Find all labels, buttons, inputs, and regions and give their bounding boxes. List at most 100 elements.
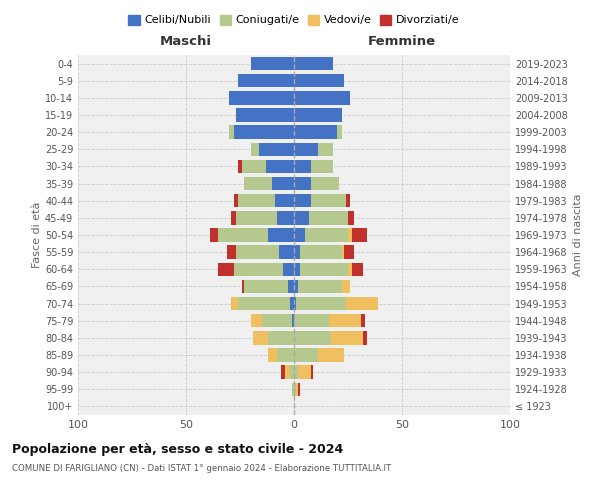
Bar	[298, 382, 301, 396]
Bar	[229, 91, 294, 104]
Bar	[348, 228, 352, 241]
Bar	[290, 366, 294, 379]
Bar	[294, 57, 333, 70]
Bar	[294, 297, 296, 310]
Bar	[286, 366, 290, 379]
Y-axis label: Fasce di età: Fasce di età	[32, 202, 42, 268]
Bar	[236, 211, 277, 224]
Bar	[238, 74, 294, 88]
Bar	[352, 228, 367, 241]
Text: Popolazione per età, sesso e stato civile - 2024: Popolazione per età, sesso e stato civil…	[12, 442, 343, 456]
Bar	[259, 142, 294, 156]
Bar	[294, 314, 329, 328]
Bar	[298, 366, 311, 379]
Bar	[329, 314, 361, 328]
Bar	[363, 331, 367, 344]
Bar	[251, 142, 259, 156]
Bar	[346, 194, 350, 207]
Bar	[361, 314, 365, 328]
Bar	[294, 91, 350, 104]
Bar	[210, 228, 218, 241]
Bar	[294, 348, 318, 362]
Bar	[348, 262, 352, 276]
Bar	[275, 194, 294, 207]
Bar	[331, 331, 363, 344]
Bar	[233, 126, 294, 139]
Bar	[294, 331, 331, 344]
Bar	[309, 211, 348, 224]
Bar	[294, 177, 311, 190]
Bar	[294, 262, 301, 276]
Bar	[311, 194, 346, 207]
Bar	[294, 246, 301, 259]
Bar	[294, 366, 298, 379]
Bar	[244, 280, 287, 293]
Bar	[232, 211, 236, 224]
Text: Femmine: Femmine	[368, 35, 436, 48]
Bar	[233, 194, 238, 207]
Text: COMUNE DI FARIGLIANO (CN) - Dati ISTAT 1° gennaio 2024 - Elaborazione TUTTITALIA: COMUNE DI FARIGLIANO (CN) - Dati ISTAT 1…	[12, 464, 391, 473]
Bar	[232, 297, 238, 310]
Bar	[233, 262, 283, 276]
Bar	[344, 246, 355, 259]
Bar	[266, 160, 294, 173]
Bar	[296, 297, 346, 310]
Bar	[352, 262, 363, 276]
Bar	[279, 246, 294, 259]
Bar	[272, 177, 294, 190]
Bar	[242, 160, 266, 173]
Bar	[294, 382, 296, 396]
Bar	[294, 160, 311, 173]
Bar	[287, 280, 294, 293]
Bar	[305, 228, 348, 241]
Bar	[238, 160, 242, 173]
Bar	[292, 382, 294, 396]
Bar	[311, 160, 333, 173]
Bar	[268, 228, 294, 241]
Bar	[341, 280, 350, 293]
Bar	[318, 142, 333, 156]
Bar	[294, 108, 341, 122]
Bar	[294, 126, 337, 139]
Bar	[236, 108, 294, 122]
Bar	[268, 331, 294, 344]
Bar	[294, 194, 311, 207]
Legend: Celibi/Nubili, Coniugati/e, Vedovi/e, Divorziati/e: Celibi/Nubili, Coniugati/e, Vedovi/e, Di…	[124, 10, 464, 30]
Bar	[294, 280, 298, 293]
Bar	[318, 348, 344, 362]
Bar	[238, 297, 290, 310]
Bar	[301, 246, 341, 259]
Bar	[301, 262, 348, 276]
Bar	[290, 297, 294, 310]
Bar	[277, 348, 294, 362]
Bar	[253, 331, 268, 344]
Bar	[294, 228, 305, 241]
Bar	[244, 177, 272, 190]
Bar	[283, 262, 294, 276]
Bar	[251, 314, 262, 328]
Y-axis label: Anni di nascita: Anni di nascita	[573, 194, 583, 276]
Bar	[229, 126, 233, 139]
Bar	[281, 366, 286, 379]
Bar	[218, 228, 268, 241]
Bar	[236, 246, 279, 259]
Bar	[242, 280, 244, 293]
Bar	[311, 366, 313, 379]
Bar	[292, 314, 294, 328]
Bar	[311, 177, 340, 190]
Bar	[262, 314, 292, 328]
Bar	[277, 211, 294, 224]
Bar	[294, 74, 344, 88]
Bar	[341, 246, 344, 259]
Text: Maschi: Maschi	[160, 35, 212, 48]
Bar	[296, 382, 298, 396]
Bar	[294, 142, 318, 156]
Bar	[348, 211, 355, 224]
Bar	[294, 211, 309, 224]
Bar	[238, 194, 275, 207]
Bar	[337, 126, 341, 139]
Bar	[268, 348, 277, 362]
Bar	[298, 280, 341, 293]
Bar	[346, 297, 378, 310]
Bar	[251, 57, 294, 70]
